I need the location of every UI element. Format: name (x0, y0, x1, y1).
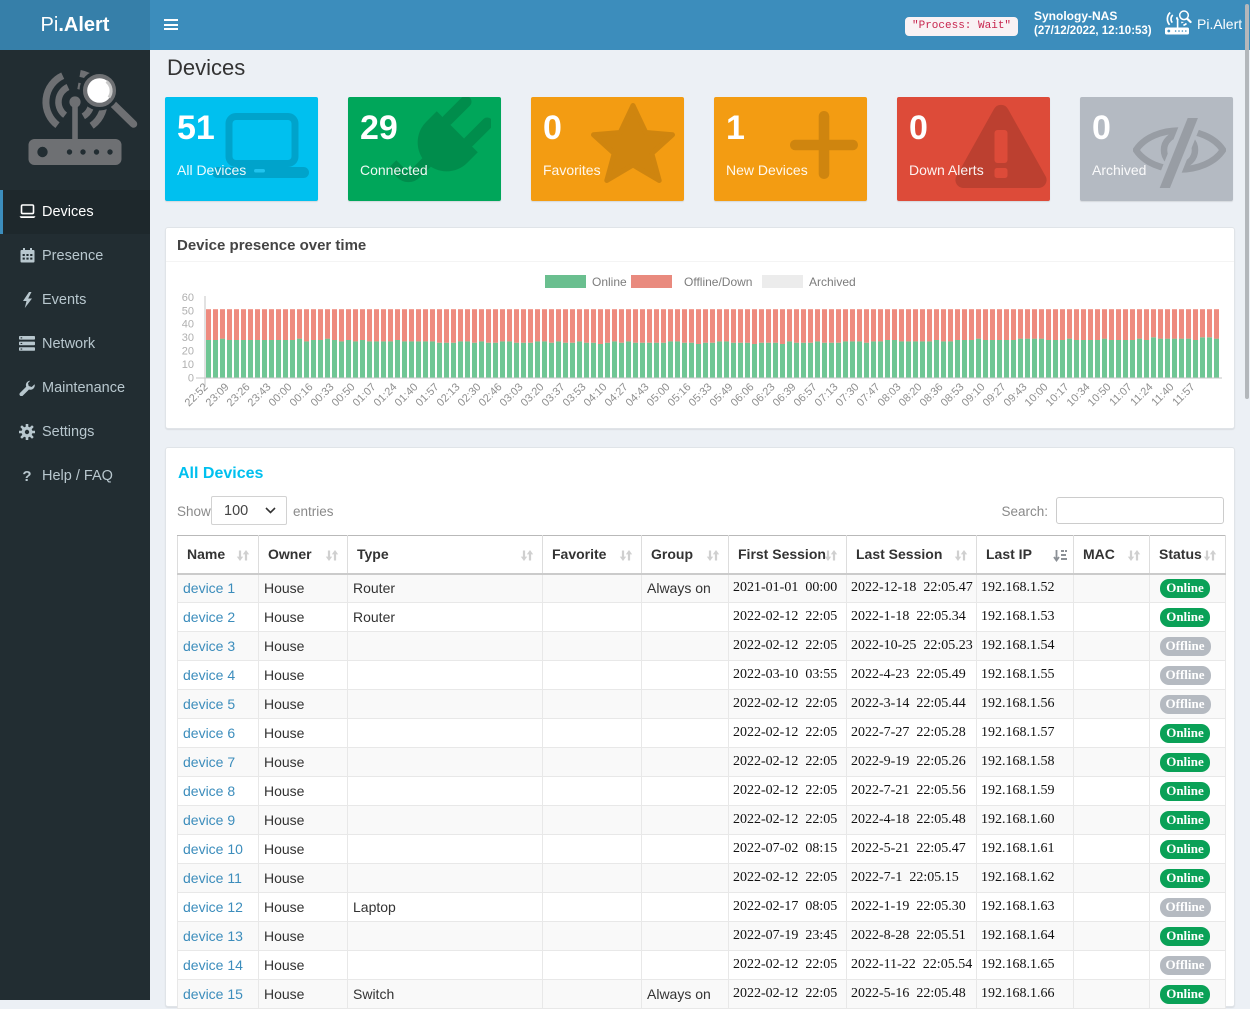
svg-text:03:37: 03:37 (540, 381, 568, 409)
svg-text:10:00: 10:00 (1023, 381, 1051, 409)
svg-text:04:27: 04:27 (603, 381, 631, 409)
svg-text:60: 60 (182, 292, 194, 304)
svg-text:03:20: 03:20 (519, 381, 547, 409)
svg-text:11:07: 11:07 (1107, 381, 1134, 408)
svg-text:01:57: 01:57 (414, 381, 442, 409)
svg-text:06:39: 06:39 (771, 381, 799, 409)
svg-text:09:10: 09:10 (960, 381, 988, 409)
svg-text:01:24: 01:24 (372, 381, 400, 409)
svg-text:10:50: 10:50 (1086, 381, 1114, 409)
svg-text:02:13: 02:13 (435, 381, 463, 409)
svg-text:23:26: 23:26 (225, 381, 253, 409)
svg-text:04:43: 04:43 (624, 381, 652, 409)
svg-text:10:34: 10:34 (1065, 381, 1093, 409)
svg-text:05:49: 05:49 (708, 381, 736, 409)
svg-text:Offline/Down: Offline/Down (684, 275, 752, 289)
svg-text:20: 20 (182, 346, 194, 358)
svg-text:09:27: 09:27 (981, 381, 1009, 409)
svg-text:09:43: 09:43 (1002, 381, 1030, 409)
svg-text:22:52: 22:52 (183, 381, 211, 409)
svg-text:0: 0 (188, 372, 194, 384)
svg-text:08:03: 08:03 (876, 381, 904, 409)
svg-text:07:30: 07:30 (834, 381, 862, 409)
svg-text:08:36: 08:36 (918, 381, 946, 409)
svg-text:02:46: 02:46 (477, 381, 505, 409)
svg-text:02:30: 02:30 (456, 381, 484, 409)
svg-text:00:33: 00:33 (309, 381, 337, 409)
svg-text:00:00: 00:00 (267, 381, 295, 409)
svg-text:00:50: 00:50 (330, 381, 358, 409)
svg-text:11:40: 11:40 (1149, 381, 1176, 408)
svg-text:23:09: 23:09 (204, 381, 232, 409)
svg-text:23:43: 23:43 (246, 381, 274, 409)
svg-text:06:06: 06:06 (729, 381, 757, 409)
svg-text:00:16: 00:16 (288, 381, 316, 409)
svg-text:06:23: 06:23 (750, 381, 778, 409)
svg-text:06:57: 06:57 (792, 381, 820, 409)
svg-text:08:20: 08:20 (897, 381, 925, 409)
svg-text:10:17: 10:17 (1044, 381, 1072, 409)
svg-text:05:33: 05:33 (687, 381, 715, 409)
svg-text:Archived: Archived (809, 275, 856, 289)
svg-text:11:57: 11:57 (1170, 381, 1197, 408)
svg-text:05:16: 05:16 (666, 381, 694, 409)
svg-text:30: 30 (182, 332, 194, 344)
svg-text:?: ? (22, 468, 31, 484)
svg-text:Online: Online (592, 275, 627, 289)
svg-text:08:53: 08:53 (939, 381, 967, 409)
svg-text:11:24: 11:24 (1128, 381, 1155, 408)
svg-text:03:03: 03:03 (498, 381, 526, 409)
svg-text:07:47: 07:47 (855, 381, 883, 409)
svg-text:03:53: 03:53 (561, 381, 589, 409)
svg-text:07:13: 07:13 (813, 381, 841, 409)
svg-text:01:40: 01:40 (393, 381, 421, 409)
svg-text:05:00: 05:00 (645, 381, 673, 409)
svg-text:01:07: 01:07 (351, 381, 379, 409)
svg-text:10: 10 (182, 359, 194, 371)
svg-text:50: 50 (182, 305, 194, 317)
svg-text:04:10: 04:10 (582, 381, 610, 409)
svg-text:40: 40 (182, 319, 194, 331)
